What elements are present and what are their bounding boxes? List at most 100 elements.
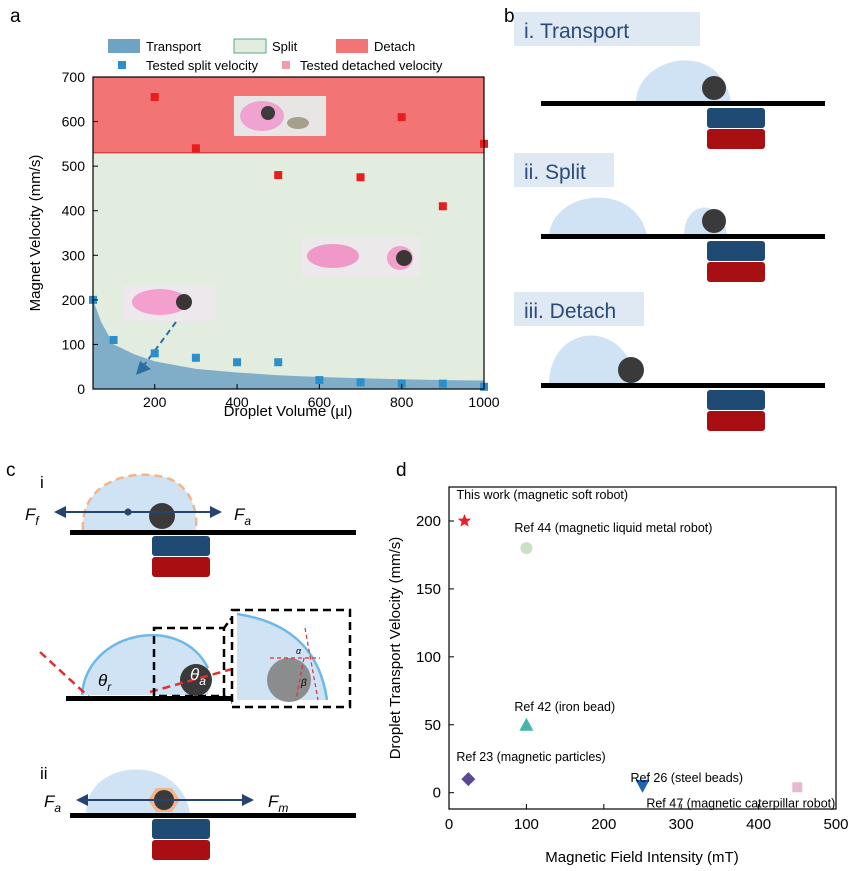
x-tick-label: 400: [225, 394, 249, 410]
legend-label-transport: Transport: [146, 39, 202, 54]
adhesion-force-arrowhead: [76, 794, 88, 806]
marker-triangle: [519, 717, 534, 731]
label-split: ii. Split: [524, 161, 586, 184]
legend: Transport Split Detach Tested split velo…: [108, 38, 443, 73]
inset-robot: [176, 294, 192, 310]
chart-a: 200 400 600 800 1000 0 100 200 300 400 500 600 700 T…: [27, 38, 500, 420]
magnet-north: [707, 390, 765, 410]
y-tick-label: 50: [424, 717, 441, 734]
x-tick-label: 100: [514, 816, 539, 833]
substrate: [541, 383, 825, 388]
y-tick-label: 150: [416, 581, 441, 598]
magnet-north: [152, 536, 210, 556]
label-adhesion-force-ii: Fa: [44, 792, 61, 815]
x-axis-title: Magnetic Field Intensity (mT): [545, 849, 738, 866]
point-label: Ref 26 (steel beads): [631, 771, 744, 785]
magnet-north: [152, 819, 210, 839]
split-velocity-point: [438, 379, 447, 388]
robot-ball: [180, 664, 212, 696]
region-transport: [93, 299, 484, 389]
zoom-robot-ball: [267, 658, 311, 702]
substrate: [70, 530, 356, 535]
panel-c-forces: i Ff Fa θr θa α β ii: [25, 473, 356, 860]
zoom-droplet-surface: [236, 612, 329, 701]
panel-b-schematics: i. Transport ii. Split iii. Detach: [514, 12, 825, 431]
inset-pointer-arrowhead: [136, 361, 151, 375]
legend-swatch-detach-points: [282, 61, 290, 69]
zoom-radius: [295, 657, 305, 701]
substrate: [70, 813, 356, 818]
robot-ball: [618, 357, 644, 383]
x-tick-label: 0: [445, 816, 453, 833]
legend-swatch-detach: [336, 39, 368, 53]
split-velocity-point: [315, 376, 324, 385]
force-origin: [124, 508, 132, 516]
label-box-detach: [514, 292, 644, 326]
inset-droplet: [132, 289, 188, 315]
point-label: Ref 47 (magnetic caterpillar robot): [646, 796, 835, 810]
receding-tangent: [39, 651, 91, 699]
detach-velocity-point: [274, 171, 283, 180]
detach-velocity-point: [438, 202, 447, 211]
point-label: Ref 44 (magnetic liquid metal robot): [514, 521, 712, 535]
advancing-tangent: [149, 662, 251, 694]
detach-velocity-point: [191, 144, 200, 153]
magnet-south: [707, 129, 765, 149]
split-velocity-point: [191, 353, 200, 362]
y-tick-label: 100: [416, 649, 441, 666]
detach-velocity-point: [150, 93, 159, 102]
y-tick-label: 100: [62, 336, 86, 352]
inset-robot-detached: [287, 117, 309, 129]
x-tick-label: 200: [143, 394, 167, 410]
label-theta-a: θa: [190, 665, 206, 688]
y-tick-label: 300: [62, 247, 86, 263]
robot-ball: [149, 503, 175, 529]
detach-velocity-point: [397, 113, 406, 122]
x-tick-label: 1000: [468, 394, 499, 410]
split-velocity-point: [397, 379, 406, 388]
plot-frame: [92, 76, 485, 390]
magnet-south: [152, 840, 210, 860]
y-tick-label: 200: [416, 513, 441, 530]
marker-square: [792, 782, 803, 793]
point-label: Ref 42 (iron bead): [514, 700, 615, 714]
x-tick-label: 300: [669, 816, 694, 833]
y-tick-label: 0: [77, 381, 85, 397]
magnetic-force-arrowhead: [242, 794, 254, 806]
label-alpha: α: [296, 646, 302, 656]
marker-circle: [520, 542, 533, 555]
friction-force-arrowhead: [54, 506, 66, 518]
substrate: [541, 101, 825, 106]
adhesion-force-arrowhead: [210, 506, 222, 518]
y-tick-label: 700: [62, 69, 86, 85]
panel-b-letter: b: [504, 6, 515, 27]
label-beta: β: [300, 678, 307, 689]
inset-robot: [261, 106, 275, 120]
y-tick-label: 0: [433, 785, 441, 802]
x-tick-label: 600: [308, 394, 332, 410]
x-tick-label: 500: [823, 816, 848, 833]
label-magnetic-force: Fm: [268, 792, 288, 815]
label-box-transport: [514, 12, 700, 46]
droplet-split-left: [549, 197, 647, 236]
legend-label-split: Split: [272, 39, 298, 54]
label-c-ii: ii: [40, 764, 48, 783]
y-axis-title: Droplet Transport Velocity (mm/s): [387, 537, 404, 760]
chart-d: 0 100 200 300 400 500 0 50 100 150 200 This work (…: [387, 486, 849, 866]
legend-label-split-points: Tested split velocity: [146, 58, 258, 73]
split-velocity-point: [233, 358, 242, 367]
split-velocity-point: [356, 378, 365, 387]
droplet-contact-outline: [81, 473, 198, 531]
panel-d-letter: d: [396, 460, 407, 481]
droplet-body-lower: [82, 668, 208, 695]
droplet-body: [82, 635, 208, 695]
zoom-box: [152, 626, 226, 698]
legend-label-detach-points: Tested detached velocity: [300, 58, 443, 73]
droplet-surface: [80, 633, 210, 696]
inset-droplet: [307, 244, 359, 268]
split-velocity-point: [274, 358, 283, 367]
substrate: [66, 696, 232, 701]
legend-label-detach: Detach: [374, 39, 415, 54]
label-c-i: i: [40, 473, 44, 492]
